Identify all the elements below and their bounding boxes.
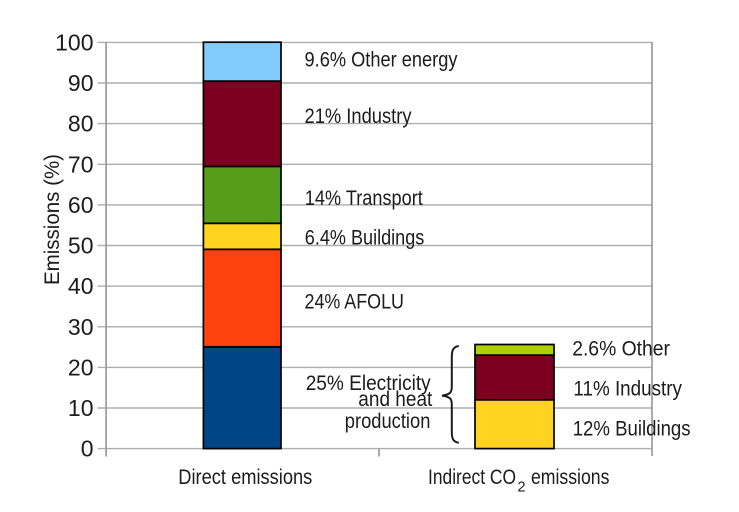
svg-text:0: 0 [81, 436, 94, 462]
svg-text:and heat: and heat [358, 388, 432, 411]
svg-text:25% Electricity: 25% Electricity [306, 372, 431, 395]
svg-text:100: 100 [55, 29, 93, 55]
svg-text:Direct emissions: Direct emissions [178, 466, 312, 489]
svg-text:12% Buildings: 12% Buildings [573, 418, 691, 441]
svg-text:30: 30 [68, 314, 94, 340]
svg-text:60: 60 [68, 192, 94, 218]
svg-text:50: 50 [68, 233, 94, 259]
svg-text:11% Industry: 11% Industry [573, 377, 682, 400]
svg-text:14% Transport: 14% Transport [305, 187, 423, 210]
svg-text:9.6% Other energy: 9.6% Other energy [305, 48, 458, 71]
svg-text:90: 90 [68, 70, 94, 96]
svg-text:Indirect CO: Indirect CO [428, 466, 516, 489]
svg-text:6.4% Buildings: 6.4% Buildings [305, 226, 425, 249]
svg-text:Emissions (%): Emissions (%) [41, 154, 64, 285]
svg-text:21% Industry: 21% Industry [305, 105, 412, 128]
svg-text:24% AFOLU: 24% AFOLU [305, 290, 405, 313]
svg-text:2.6% Other: 2.6% Other [572, 337, 670, 360]
svg-text:20: 20 [68, 354, 94, 380]
svg-text:emissions: emissions [531, 466, 609, 489]
svg-text:2: 2 [518, 479, 526, 495]
svg-text:70: 70 [68, 151, 94, 177]
svg-text:80: 80 [68, 111, 94, 137]
svg-text:10: 10 [68, 395, 94, 421]
svg-text:40: 40 [68, 273, 94, 299]
svg-text:production: production [345, 410, 431, 433]
